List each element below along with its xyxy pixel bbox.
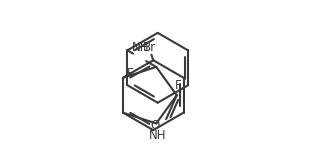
Text: F: F [127,67,133,80]
Text: Br: Br [143,41,156,54]
Text: NH: NH [148,129,166,142]
Text: O: O [151,119,160,132]
Text: F: F [175,79,182,92]
Text: NH: NH [132,41,150,54]
